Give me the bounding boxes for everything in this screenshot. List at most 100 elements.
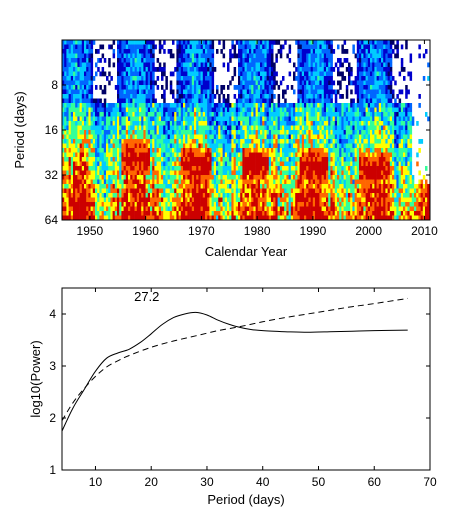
heatmap-cell bbox=[264, 125, 267, 131]
heatmap-cell bbox=[323, 188, 327, 194]
heatmap-cell bbox=[123, 116, 127, 122]
heatmap-cell bbox=[211, 188, 215, 194]
heatmap-cell bbox=[238, 80, 241, 86]
heatmap-cell bbox=[293, 139, 296, 144]
heatmap-cell bbox=[363, 103, 366, 108]
heatmap-cell bbox=[191, 107, 195, 113]
heatmap-cell bbox=[183, 206, 186, 212]
heatmap-cell bbox=[196, 211, 199, 216]
heatmap-cell bbox=[246, 188, 250, 194]
heatmap-cell bbox=[352, 197, 355, 203]
heatmap-cell bbox=[330, 157, 333, 162]
heatmap-cell bbox=[134, 130, 138, 135]
heatmap-cell bbox=[81, 103, 85, 108]
heatmap-cell bbox=[363, 85, 366, 90]
heatmap-cell bbox=[321, 152, 325, 158]
heatmap-cell bbox=[242, 58, 245, 63]
heatmap-cell bbox=[73, 107, 76, 113]
heatmap-cell bbox=[134, 121, 138, 126]
heatmap-cell bbox=[271, 161, 274, 167]
heatmap-cell bbox=[136, 40, 140, 45]
heatmap-cell bbox=[180, 215, 184, 220]
heatmap-cell bbox=[88, 134, 91, 140]
heatmap-cell bbox=[319, 166, 322, 171]
heatmap-cell bbox=[161, 157, 164, 162]
heatmap-cell bbox=[207, 188, 210, 194]
heatmap-cell bbox=[202, 211, 206, 216]
heatmap-cell bbox=[117, 40, 120, 45]
heatmap-cell bbox=[103, 103, 107, 108]
heatmap-cell bbox=[288, 49, 292, 54]
heatmap-cell bbox=[312, 53, 316, 59]
heatmap-cell bbox=[332, 80, 336, 86]
heatmap-cell bbox=[319, 134, 322, 140]
heatmap-cell bbox=[110, 44, 113, 50]
heatmap-cell bbox=[132, 125, 135, 131]
heatmap-cell bbox=[319, 125, 322, 131]
heatmap-cell bbox=[191, 40, 195, 45]
heatmap-cell bbox=[141, 197, 144, 203]
heatmap-cell bbox=[114, 161, 118, 167]
heatmap-cell bbox=[229, 139, 232, 144]
heatmap-cell bbox=[62, 44, 65, 50]
heatmap-cell bbox=[365, 53, 369, 59]
heatmap-cell bbox=[176, 85, 179, 90]
heatmap-cell bbox=[178, 67, 182, 72]
heatmap-cell bbox=[229, 130, 232, 135]
heatmap-cell bbox=[315, 40, 318, 45]
heatmap-cell bbox=[317, 121, 320, 126]
heatmap-cell bbox=[297, 193, 300, 198]
heatmap-cell bbox=[68, 184, 72, 189]
heatmap-cell bbox=[233, 179, 237, 185]
heatmap-cell bbox=[244, 215, 248, 220]
heatmap-cell bbox=[275, 143, 278, 149]
heatmap-cell bbox=[198, 53, 201, 59]
heatmap-cell bbox=[306, 125, 309, 131]
heatmap-cell bbox=[304, 98, 307, 104]
heatmap-cell bbox=[262, 215, 265, 220]
heatmap-cell bbox=[207, 80, 210, 86]
heatmap-cell bbox=[70, 197, 74, 203]
heatmap-cell bbox=[134, 44, 138, 50]
heatmap-cell bbox=[266, 197, 270, 203]
heatmap-cell bbox=[271, 62, 274, 68]
heatmap-cell bbox=[352, 116, 355, 122]
heatmap-cell bbox=[136, 125, 140, 131]
heatmap-cell bbox=[117, 116, 120, 122]
heatmap-cell bbox=[262, 80, 265, 86]
heatmap-cell bbox=[301, 211, 305, 216]
heatmap-cell bbox=[68, 89, 72, 95]
heatmap-cell bbox=[110, 179, 113, 185]
heatmap-cell bbox=[363, 116, 366, 122]
heatmap-cell bbox=[235, 193, 239, 198]
heatmap-cell bbox=[361, 188, 364, 194]
heatmap-cell bbox=[123, 40, 127, 45]
heatmap-cell bbox=[200, 67, 204, 72]
heatmap-cell bbox=[266, 152, 270, 158]
heatmap-cell bbox=[191, 58, 195, 63]
heatmap-cell bbox=[97, 184, 100, 189]
heatmap-cell bbox=[354, 116, 358, 122]
heatmap-cell bbox=[180, 188, 184, 194]
heatmap-cell bbox=[334, 202, 338, 207]
heatmap-cell bbox=[70, 40, 74, 45]
heatmap-cell bbox=[198, 197, 201, 203]
heatmap-cell bbox=[75, 170, 78, 176]
heatmap-cell bbox=[297, 152, 300, 158]
heatmap-cell bbox=[328, 130, 331, 135]
heatmap-cell bbox=[70, 215, 74, 220]
heatmap-cell bbox=[143, 175, 146, 180]
heatmap-cell bbox=[161, 184, 164, 189]
heatmap-cell bbox=[330, 143, 333, 149]
heatmap-cell bbox=[244, 116, 248, 122]
heatmap-cell bbox=[103, 58, 107, 63]
heatmap-cell bbox=[200, 98, 204, 104]
heatmap-cell bbox=[312, 143, 316, 149]
heatmap-cell bbox=[332, 206, 336, 212]
heatmap-cell bbox=[121, 58, 124, 63]
heatmap-cell bbox=[341, 107, 344, 113]
heatmap-cell bbox=[209, 211, 212, 216]
heatmap-cell bbox=[271, 184, 274, 189]
heatmap-cell bbox=[246, 44, 250, 50]
heatmap-cell bbox=[348, 76, 351, 81]
